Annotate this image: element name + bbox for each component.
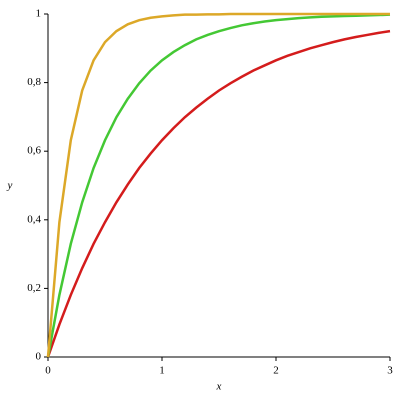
x-tick-label: 3: [387, 365, 393, 377]
x-tick-label: 1: [159, 365, 165, 377]
y-tick-label: 0: [36, 351, 42, 363]
series-line: [46, 29, 391, 358]
y-tick-label: 1: [36, 8, 42, 20]
y-tick-label: 0,2: [27, 282, 41, 294]
x-axis-label: x: [216, 381, 222, 393]
y-tick-label: 0,4: [27, 213, 41, 225]
series-line: [46, 12, 390, 358]
x-tick-label: 0: [45, 365, 51, 377]
x-tick-label: 2: [273, 365, 279, 377]
y-tick-label: 0,6: [27, 145, 41, 157]
y-tick-label: 0,8: [27, 76, 41, 88]
series-line: [46, 13, 391, 358]
y-axis-label: y: [7, 180, 13, 192]
